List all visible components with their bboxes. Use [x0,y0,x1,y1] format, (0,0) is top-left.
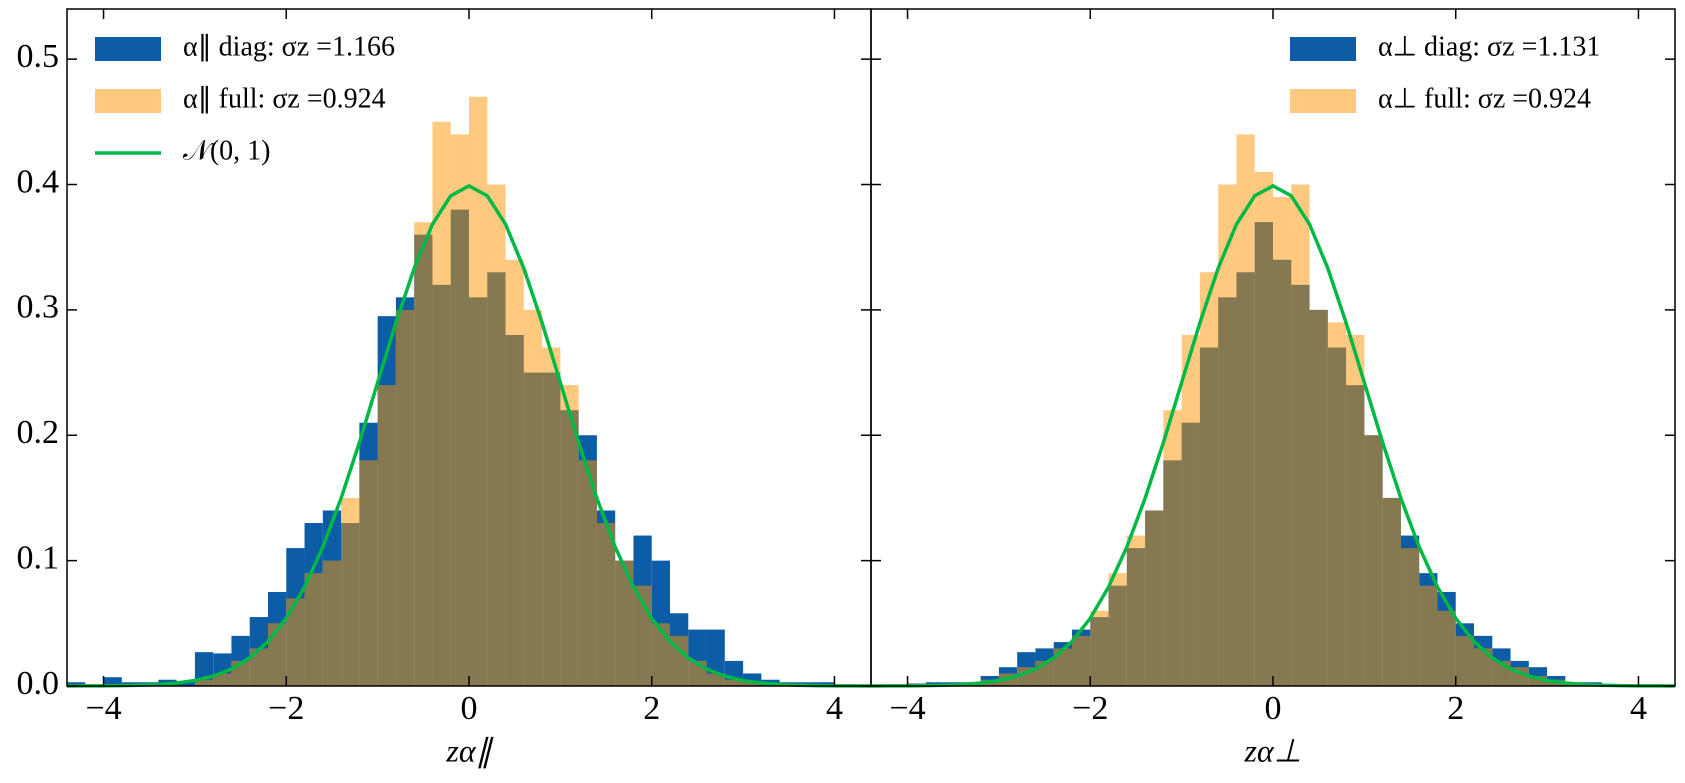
histogram-bar [1364,435,1383,686]
histogram-bar [560,385,579,686]
histogram-bar [596,523,616,686]
histogram-bar [743,682,762,686]
x-tick-label: 0 [461,690,478,727]
histogram-bar [1218,184,1237,686]
histogram-bar [1382,497,1401,686]
histogram-bar [1400,548,1420,686]
histogram-bar [194,679,214,686]
histogram-bar [1528,675,1548,686]
histogram-bar [615,560,634,686]
histogram-bar [1327,322,1347,686]
histogram-bar [1126,535,1146,686]
x-axis-label: zα∥ [445,732,493,768]
histogram-bar [1145,510,1164,686]
histogram-bar [523,309,543,686]
x-tick-label: −2 [1072,690,1108,727]
x-tick-label: −4 [85,690,121,727]
x-tick-label: 0 [1265,690,1282,727]
histogram-bar [286,598,305,686]
legend-swatch [95,89,161,113]
histogram-bar [1181,334,1200,686]
histogram-bar [578,460,597,686]
histogram-bar [1053,648,1072,686]
histogram-bar [268,623,287,686]
histogram-bar [1163,410,1182,686]
histogram-bar [176,682,195,686]
histogram-bar [432,121,451,687]
histogram-bar [1455,635,1474,686]
y-tick-label: 0.4 [17,163,60,200]
histogram-bar [450,134,469,687]
y-tick-label: 0.3 [17,289,60,326]
normal-curve [66,183,872,688]
histogram-bar [103,677,122,686]
legend-label: α⊥ diag: σz =1.131 [1378,31,1600,62]
histogram-bar [651,623,670,686]
legend-swatch [95,37,161,61]
histogram-bar [1437,610,1456,686]
normal-curve [870,183,1676,688]
histogram-bar [1199,272,1219,686]
histogram-bar [469,96,488,686]
histogram-bar [67,682,86,686]
y-tick-label: 0.2 [17,414,60,451]
legend-label: α∥ diag: σz =1.166 [183,31,395,62]
x-tick-label: 2 [1447,690,1464,727]
histogram-bar [1273,197,1292,687]
x-tick-label: 4 [1630,690,1647,727]
histogram-bar [487,184,506,686]
x-tick-label: 4 [826,690,843,727]
x-axis-label: zα⊥ [1243,732,1301,768]
histogram-bar [1108,573,1127,686]
histogram-bar [213,673,232,686]
legend-label: α∥ full: σz =0.924 [183,83,386,114]
histogram-bar [1309,309,1328,686]
histogram-bar [724,679,744,686]
histogram-bar [1254,171,1273,687]
histogram-bar [1419,585,1438,686]
histogram-bar [1474,648,1493,686]
histogram-bar [1072,635,1091,686]
histogram-bar [505,259,524,686]
histogram-bar [395,309,415,686]
x-tick-label: −2 [268,690,304,727]
y-tick-label: 0.1 [17,539,60,576]
histogram-bar [542,347,561,686]
histogram-bar [322,560,342,686]
x-tick-label: −4 [889,690,925,727]
histogram-bar [670,635,689,686]
legend-swatch [1290,37,1356,61]
legend-label: 𝒩(0, 1) [183,135,270,166]
histogram-bar [1236,134,1255,687]
legend-swatch [1290,89,1356,113]
legend-label: α⊥ full: σz =0.924 [1378,83,1591,114]
histogram-bar [414,222,433,686]
histogram-bar [1090,610,1109,686]
histogram-bar [1291,184,1310,686]
histogram-bar [377,385,396,686]
y-tick-label: 0.5 [17,38,60,75]
x-tick-label: 2 [643,690,660,727]
histogram-bar [341,497,360,686]
histogram-bar [249,648,268,686]
histogram-bar [304,573,323,686]
histogram-bar [359,460,378,686]
y-tick-label: 0.0 [17,665,60,702]
histogram-bar [1346,334,1365,686]
histogram-bar [706,673,725,686]
